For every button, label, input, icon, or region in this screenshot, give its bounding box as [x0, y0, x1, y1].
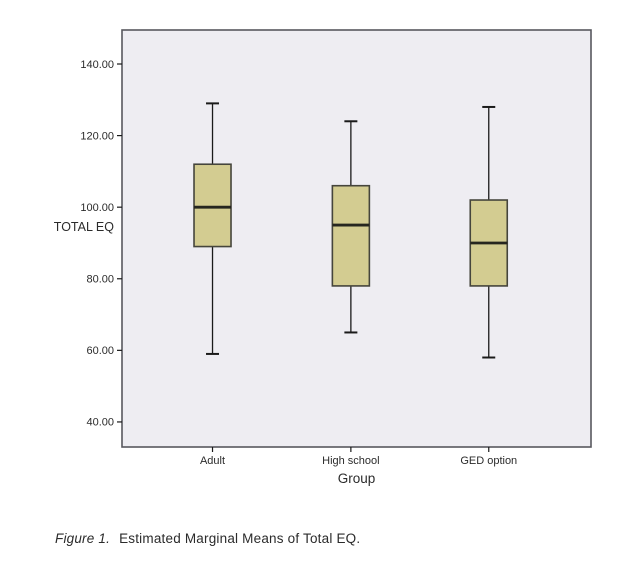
box-group-ged-option: [469, 105, 509, 359]
figure-caption: Figure 1. Estimated Marginal Means of Tot…: [55, 531, 360, 546]
box-high-school: [331, 184, 371, 287]
figure-caption-text: Estimated Marginal Means of Total EQ.: [119, 531, 361, 546]
y-tick-label-80: 80.00: [86, 274, 114, 286]
y-tick-label-100: 100.00: [80, 202, 114, 214]
box-group-adult: [193, 102, 232, 355]
box-group-high-school: [331, 120, 371, 334]
boxplot-chart: 40.00 60.00 80.00 100.00 120.00 140.00 TOTAL E…: [54, 29, 592, 486]
figure-caption-label: Figure 1.: [55, 531, 111, 546]
y-tick-label-140: 140.00: [80, 59, 114, 71]
category-label-adult: Adult: [200, 455, 225, 467]
y-tick-label-60: 60.00: [86, 345, 114, 357]
box-adult: [193, 163, 232, 248]
category-label-ged-option: GED option: [460, 455, 517, 467]
x-axis-title: Group: [338, 471, 376, 486]
y-tick-label-120: 120.00: [80, 130, 114, 142]
category-label-high-school: High school: [322, 455, 379, 467]
y-tick-label-40: 40.00: [86, 417, 114, 429]
y-axis-title: TOTAL EQ: [54, 220, 114, 234]
